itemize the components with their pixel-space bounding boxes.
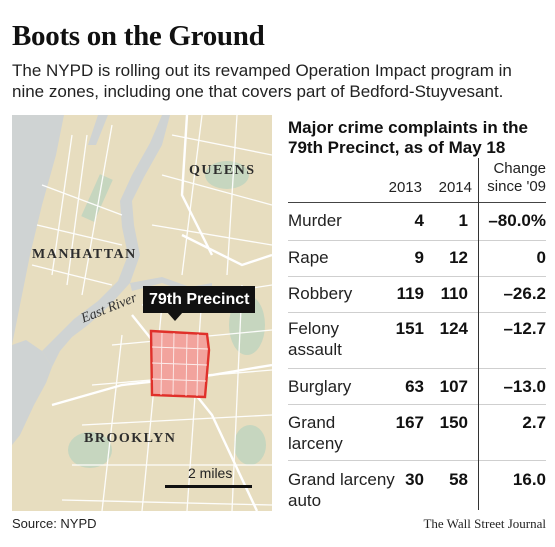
row-divider xyxy=(288,276,546,277)
cell-2014: 107 xyxy=(439,377,468,396)
col-header-change: Change since '09 xyxy=(487,160,546,195)
cell-change: 16.0 xyxy=(512,470,546,489)
cell-change: –12.7 xyxy=(503,319,546,338)
cell-2014: 1 xyxy=(458,211,468,230)
headline: Boots on the Ground xyxy=(12,20,265,52)
credit-line: The Wall Street Journal xyxy=(423,516,546,531)
col-header-2013: 2013 xyxy=(388,179,422,196)
label-manhattan: MANHATTAN xyxy=(32,247,137,262)
cell-change: –13.0 xyxy=(503,377,546,396)
row-divider xyxy=(288,312,546,313)
cell-change: 0 xyxy=(536,248,546,267)
precinct-callout: 79th Precinct xyxy=(143,286,256,313)
cell-2014: 58 xyxy=(449,470,468,489)
cell-change: –80.0% xyxy=(488,211,546,230)
cell-2014: 150 xyxy=(439,413,468,432)
row-label: Rape xyxy=(288,248,329,267)
cell-2013: 151 xyxy=(395,319,424,338)
change-column-rule xyxy=(478,158,479,510)
row-label: Grand larceny auto xyxy=(288,470,395,510)
cell-2013: 167 xyxy=(395,413,424,432)
locator-map: QUEENS MANHATTAN BROOKLYN East River 79t… xyxy=(12,115,272,511)
table-title: Major crime complaints in the 79th Preci… xyxy=(288,118,528,157)
cell-2013: 4 xyxy=(414,211,424,230)
row-label: Robbery xyxy=(288,284,353,303)
row-label: Burglary xyxy=(288,377,352,396)
row-label: Murder xyxy=(288,211,342,230)
dek: The NYPD is rolling out its revamped Ope… xyxy=(12,61,512,101)
cell-2013: 119 xyxy=(396,284,424,303)
row-divider xyxy=(288,368,546,369)
label-brooklyn: BROOKLYN xyxy=(84,431,177,446)
cell-2014: 110 xyxy=(440,284,468,303)
row-label: Grand larceny xyxy=(288,413,343,453)
row-divider xyxy=(288,404,546,405)
cell-2013: 30 xyxy=(405,470,424,489)
scale-label: 2 miles xyxy=(188,465,233,481)
row-divider xyxy=(288,460,546,461)
scale-bar xyxy=(165,485,252,488)
cell-2014: 124 xyxy=(439,319,468,338)
cell-change: –26.2 xyxy=(503,284,546,303)
cell-2013: 63 xyxy=(405,377,424,396)
cell-2014: 12 xyxy=(449,248,468,267)
cell-2013: 9 xyxy=(414,248,424,267)
row-label: Felony assault xyxy=(288,319,342,359)
header-rule xyxy=(288,202,546,203)
row-divider xyxy=(288,240,546,241)
col-header-2014: 2014 xyxy=(438,179,472,196)
label-queens: QUEENS xyxy=(189,163,256,178)
source-note: Source: NYPD xyxy=(12,516,97,531)
map-canvas xyxy=(12,115,272,511)
cell-change: 2.7 xyxy=(522,413,546,432)
